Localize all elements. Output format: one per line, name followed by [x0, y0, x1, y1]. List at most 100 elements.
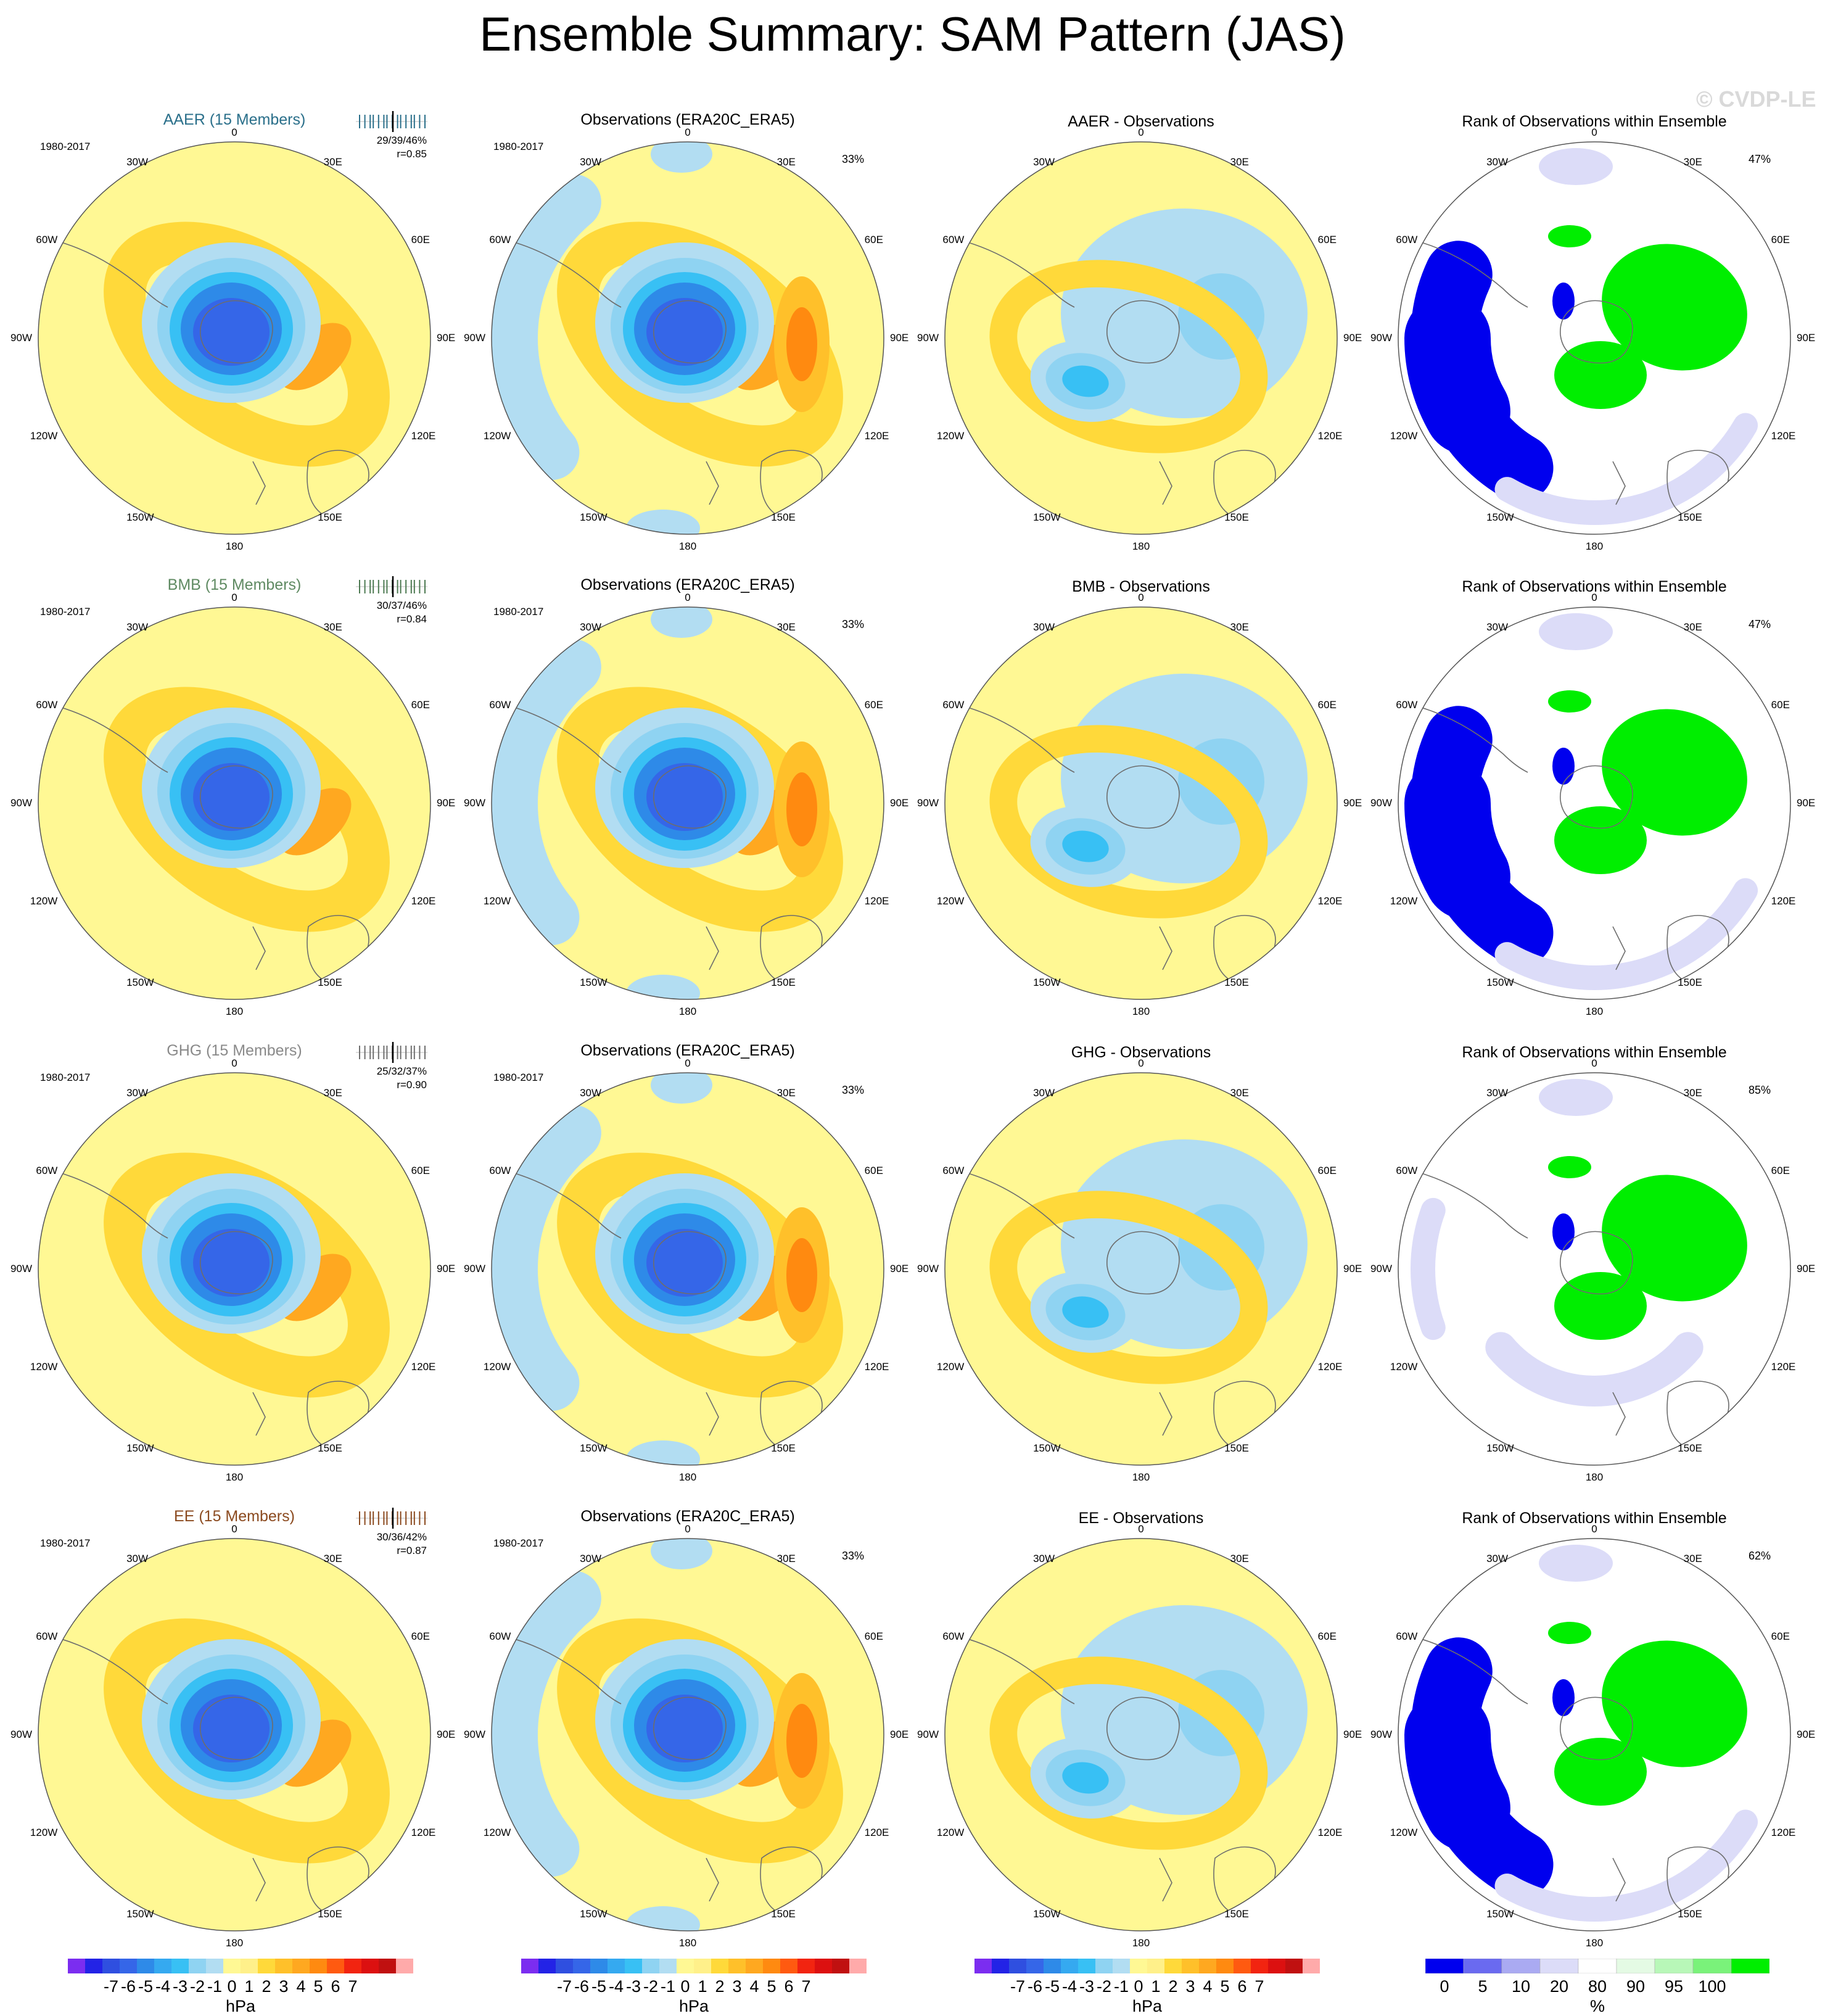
lon-label-bottom: 180	[678, 1006, 697, 1017]
lon-label-lt: 60W	[942, 1630, 965, 1642]
colorbar-swatch	[1501, 1959, 1541, 1973]
south-america-outline	[50, 239, 168, 308]
map-boundary	[38, 1538, 431, 1931]
obs-lb-bottom	[626, 975, 700, 999]
map-boundary	[491, 141, 884, 535]
colorbar-tick-label: -5	[591, 1977, 607, 1996]
lon-label-left: 90W	[10, 332, 32, 344]
lon-label-tr: 30E	[777, 156, 796, 168]
new-zealand-outline	[1159, 926, 1172, 970]
south-america-outline	[503, 239, 622, 308]
rank-field	[1398, 607, 1790, 999]
lon-label-br: 150E	[771, 511, 796, 523]
lon-label-left: 90W	[917, 1729, 939, 1740]
lon-label-rb: 120E	[411, 430, 436, 442]
colorbar-swatch	[344, 1959, 361, 1973]
obs-title: Observations (ERA20C_ERA5)	[580, 1042, 795, 1059]
lon-label-left: 90W	[464, 1729, 485, 1740]
ensemble-title: AAER (15 Members)	[163, 111, 306, 128]
lon-label-top: 0	[685, 1523, 691, 1535]
period-label: 1980-2017	[40, 1072, 91, 1083]
map-boundary	[1398, 141, 1791, 535]
lon-label-tl: 30W	[580, 156, 602, 168]
colorbar-tick-label: -6	[574, 1977, 590, 1996]
lon-label-br: 150E	[771, 1907, 796, 1920]
obs-map	[491, 1072, 884, 1466]
lon-label-right: 90E	[890, 332, 909, 344]
colorbar-tick-label: 0	[680, 1977, 690, 1996]
lon-label-lt: 60W	[36, 1630, 58, 1642]
lon-label-tl: 30W	[1486, 156, 1509, 168]
new-zealand-outline	[1159, 1857, 1172, 1902]
colorbar-tick-label: -1	[207, 1977, 223, 1996]
map-boundary	[38, 141, 431, 535]
lon-label-tl: 30W	[1486, 1087, 1509, 1099]
rank-map	[1398, 141, 1791, 535]
diff-map	[944, 141, 1338, 535]
lon-label-right: 90E	[890, 1263, 909, 1274]
lon-label-br: 150E	[1678, 1907, 1702, 1920]
lon-label-lb: 120W	[30, 1361, 58, 1373]
obs-lb-bottom	[626, 510, 700, 534]
obs-east-core	[786, 307, 817, 381]
lon-label-tr: 30E	[1683, 621, 1702, 634]
colorbar-unit: hPa	[1132, 1997, 1163, 2015]
lon-label-rb: 120E	[411, 1361, 436, 1373]
lon-label-tr: 30E	[1230, 621, 1249, 634]
lon-label-br: 150E	[1224, 1442, 1249, 1454]
lon-label-top: 0	[1591, 592, 1597, 603]
lon-label-bottom: 180	[678, 540, 697, 552]
antarctica-outline	[653, 1231, 727, 1295]
lon-label-lb: 120W	[936, 1827, 965, 1838]
lon-label-lt: 60W	[36, 1165, 58, 1176]
new-zealand-outline	[706, 1857, 719, 1902]
lon-label-rt: 60E	[1317, 234, 1337, 246]
lon-label-right: 90E	[1343, 797, 1362, 809]
hpa-colorbar	[68, 1959, 413, 1973]
negative-5	[646, 763, 723, 831]
diff-map	[944, 1538, 1338, 1931]
colorbar-tick-label: 1	[1151, 1977, 1161, 1996]
lon-label-rb: 120E	[1317, 430, 1343, 442]
lon-label-top: 0	[685, 592, 691, 603]
colorbar-tick-label: 7	[1254, 1977, 1264, 1996]
lon-label-tr: 30E	[1683, 1553, 1702, 1565]
lon-label-bl: 150W	[1033, 1907, 1061, 1920]
ens-map	[38, 141, 431, 535]
ensemble-stats: 30/37/46% r=0.84	[358, 599, 427, 626]
obs-east-core	[786, 1238, 817, 1312]
colorbar-swatch	[1578, 1959, 1617, 1973]
member-tick-marks	[356, 1042, 427, 1063]
map-boundary	[944, 1072, 1338, 1466]
rank-lav-arc	[1494, 878, 1758, 990]
lon-label-right: 90E	[1343, 332, 1362, 344]
colorbar-tick-label: -2	[189, 1977, 205, 1996]
obs-pct: 33%	[842, 618, 865, 630]
antarctica-outline	[1559, 1231, 1633, 1295]
colorbar-swatch	[171, 1959, 189, 1973]
lon-label-right: 90E	[890, 797, 909, 809]
lon-label-br: 150E	[318, 511, 342, 523]
map-boundary	[944, 141, 1338, 535]
lon-label-lt: 60W	[489, 1630, 511, 1642]
lon-label-br: 150E	[1678, 1442, 1702, 1454]
lon-label-bl: 150W	[126, 511, 154, 523]
rank-lav-top	[1539, 1545, 1613, 1582]
lon-label-rb: 120E	[1317, 895, 1343, 907]
lon-label-bl: 150W	[1033, 511, 1061, 523]
south-america-outline	[503, 1170, 622, 1239]
south-america-outline	[50, 1170, 168, 1239]
rank-lav-arc	[1494, 1809, 1758, 1922]
rank-lav-top	[1539, 613, 1613, 650]
obs-lb-west	[492, 639, 601, 946]
lon-label-top: 0	[685, 1057, 691, 1069]
rank-pct: 62%	[1749, 1550, 1771, 1562]
lon-label-right: 90E	[1797, 1263, 1816, 1274]
obs-field	[492, 607, 884, 999]
colorbar-swatch	[206, 1959, 223, 1973]
antarctica-outline	[199, 300, 273, 364]
lon-label-lb: 120W	[936, 430, 965, 442]
new-zealand-outline	[1612, 926, 1626, 970]
colorbar-tick-label: 20	[1549, 1977, 1569, 1996]
colorbar-unit: hPa	[225, 1997, 256, 2015]
